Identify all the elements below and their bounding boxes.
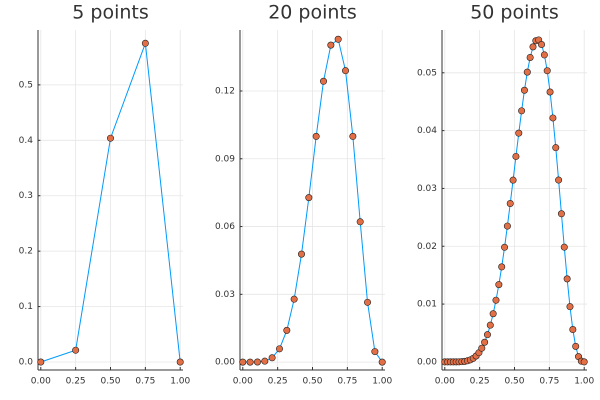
x-tick-label: 0.00 [233,377,253,387]
x-tick-label: 0.25 [268,377,288,387]
x-tick-label: 0.00 [31,377,51,387]
data-point [268,354,276,362]
y-tick-label: 0.1 [19,302,33,312]
data-point [356,218,364,226]
data-point [515,129,523,137]
x-tick-label: 1.00 [372,377,392,387]
data-point [481,338,489,346]
data-point [72,346,80,354]
data-point [327,41,335,49]
y-tick-label: 0.02 [417,242,437,252]
data-point [486,321,494,329]
data-point [503,222,511,230]
y-tick-label: 0.03 [215,290,235,300]
subplot-title: 5 points [72,2,148,24]
data-point [563,275,571,283]
data-point [37,358,45,366]
data-point [483,331,491,339]
data-point [555,176,563,184]
y-tick-label: 0.00 [215,358,235,368]
data-point [107,134,115,142]
data-point [520,86,528,94]
data-point [305,194,313,202]
x-tick-label: 1.00 [170,377,190,387]
y-tick-label: 0.2 [19,247,33,257]
data-point [566,303,574,311]
data-point [549,114,557,122]
data-point [572,342,580,350]
data-point [580,358,588,366]
y-tick-label: 0.09 [215,154,235,164]
data-point [290,295,298,303]
subplot: 5 points 0.0 0.1 0.2 0.3 0.4 0.5 0.00 0.25 0.50 0.… [19,2,191,387]
y-tick-label: 0.00 [417,357,437,367]
x-tick-label: 1.00 [574,377,594,387]
data-point [342,67,350,75]
subplot-title: 50 points [470,2,559,24]
y-tick-label: 0.03 [417,184,437,194]
data-point [518,107,526,115]
data-point [546,88,554,96]
data-point [334,35,342,43]
x-tick-label: 0.75 [135,377,155,387]
y-tick-label: 0.5 [19,80,33,90]
data-point [283,326,291,334]
data-point [320,77,328,85]
data-point [253,358,261,366]
data-point [560,243,568,251]
data-point [509,176,517,184]
data-point [538,41,546,49]
data-point [261,357,269,365]
data-point [312,132,320,140]
data-point [495,281,503,289]
y-tick-label: 0.3 [19,191,33,201]
data-point [371,348,379,356]
data-point [246,358,254,366]
y-tick-label: 0.04 [417,126,437,136]
x-tick-label: 0.50 [504,377,524,387]
x-tick-label: 0.25 [66,377,86,387]
data-point [141,39,149,47]
data-point [378,358,386,366]
data-point [176,358,184,366]
data-point [498,263,506,271]
x-tick-label: 0.25 [470,377,490,387]
subplot-title: 20 points [268,2,357,24]
data-point [489,310,497,318]
data-point [557,210,565,218]
x-tick-label: 0.75 [337,377,357,387]
y-tick-label: 0.4 [19,136,34,146]
data-point [526,53,534,61]
data-point [569,326,577,334]
y-tick-label: 0.0 [19,358,34,368]
y-tick-label: 0.12 [215,86,235,96]
x-tick-label: 0.50 [100,377,120,387]
data-point [523,68,531,76]
subplot: 50 points 0.00 0.01 0.02 0.03 0.04 0.05 0.00 0.2… [417,2,595,387]
y-tick-label: 0.01 [417,300,437,310]
data-point [552,144,560,152]
data-point [239,358,247,366]
data-point [540,51,548,59]
data-point [349,132,357,140]
x-tick-label: 0.00 [435,377,455,387]
x-tick-label: 0.75 [539,377,559,387]
data-point [364,298,372,306]
subplot: 20 points 0.00 0.03 0.06 0.09 0.12 0.00 0.25 0.5… [215,2,393,387]
data-point [501,243,509,251]
data-point [543,67,551,75]
y-tick-label: 0.06 [215,222,235,232]
data-point [492,296,500,304]
x-tick-label: 0.50 [302,377,322,387]
data-point [275,345,283,353]
data-point [478,344,486,352]
data-point [297,250,305,258]
data-point [529,43,537,51]
data-point [506,200,514,208]
data-point [512,152,520,160]
y-tick-label: 0.05 [417,68,437,78]
